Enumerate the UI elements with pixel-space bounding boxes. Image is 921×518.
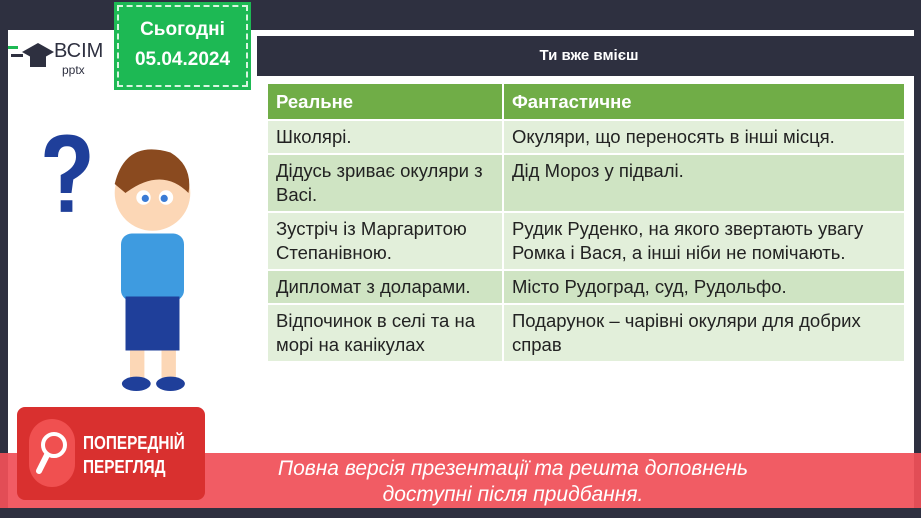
logo-sub: pptx [62,63,85,77]
table-cell: Школярі. [268,119,504,154]
preview-badge[interactable]: ПОПЕРЕДНІЙ ПЕРЕГЛЯД [17,407,205,500]
banner-line-1: Повна версія презентації та решта доповн… [277,457,749,480]
table-header: Реальне Фантастичне [268,84,906,120]
table-cell: Рудик Руденко, на якого звертають увагу … [503,211,906,270]
logo-name: ВСІМ [54,40,104,62]
thinking-boy-illustration [44,134,191,391]
table-cell: Дипломат з доларами. [268,269,504,304]
question-mark-icon [44,134,90,212]
table-row: Відпочинок в селі та на морі на канікула… [268,303,906,361]
date-label: Сьогодні [140,19,225,40]
logo: ВСІМ pptx [8,38,112,78]
table-cell: Дід Мороз у підвалі. [503,153,906,212]
table-cell: Відпочинок в селі та на морі на канікула… [268,303,504,361]
table-row: Школярі. Окуляри, що переносять в інші мі… [268,119,906,154]
date-badge: Сьогодні 05.04.2024 [114,2,251,90]
magnifier-icon [29,419,75,487]
badge-line-1: ПОПЕРЕДНІЙ [83,433,185,453]
table-row: Дідусь зриває окуляри з Васі. Дід Мороз у… [268,153,906,212]
date-value: 05.04.2024 [134,49,231,70]
table-row: Дипломат з доларами. Місто Рудоград, суд,… [268,269,906,304]
table-cell: Дідусь зриває окуляри з Васі. [268,153,504,212]
table-row: Зустріч із Маргаритою Степанівною. Рудик … [268,211,906,270]
comparison-table: Реальне Фантастичне Школярі. Окуляри, що … [268,84,906,361]
table-cell: Окуляри, що переносять в інші місця. [503,119,906,154]
banner-line-2: доступні після придбання. [382,483,644,506]
table-cell: Місто Рудоград, суд, Рудольфо. [503,269,906,304]
badge-line-2: ПЕРЕГЛЯД [83,457,166,477]
graduation-cap-icon [8,43,54,67]
slide-title: Ти вже вмієш [253,36,921,76]
table-cell: Зустріч із Маргаритою Степанівною. [268,211,504,270]
column-header: Фантастичне [503,84,906,120]
column-header: Реальне [268,84,504,120]
table-cell: Подарунок – чарівні окуляри для добрих с… [503,303,906,361]
